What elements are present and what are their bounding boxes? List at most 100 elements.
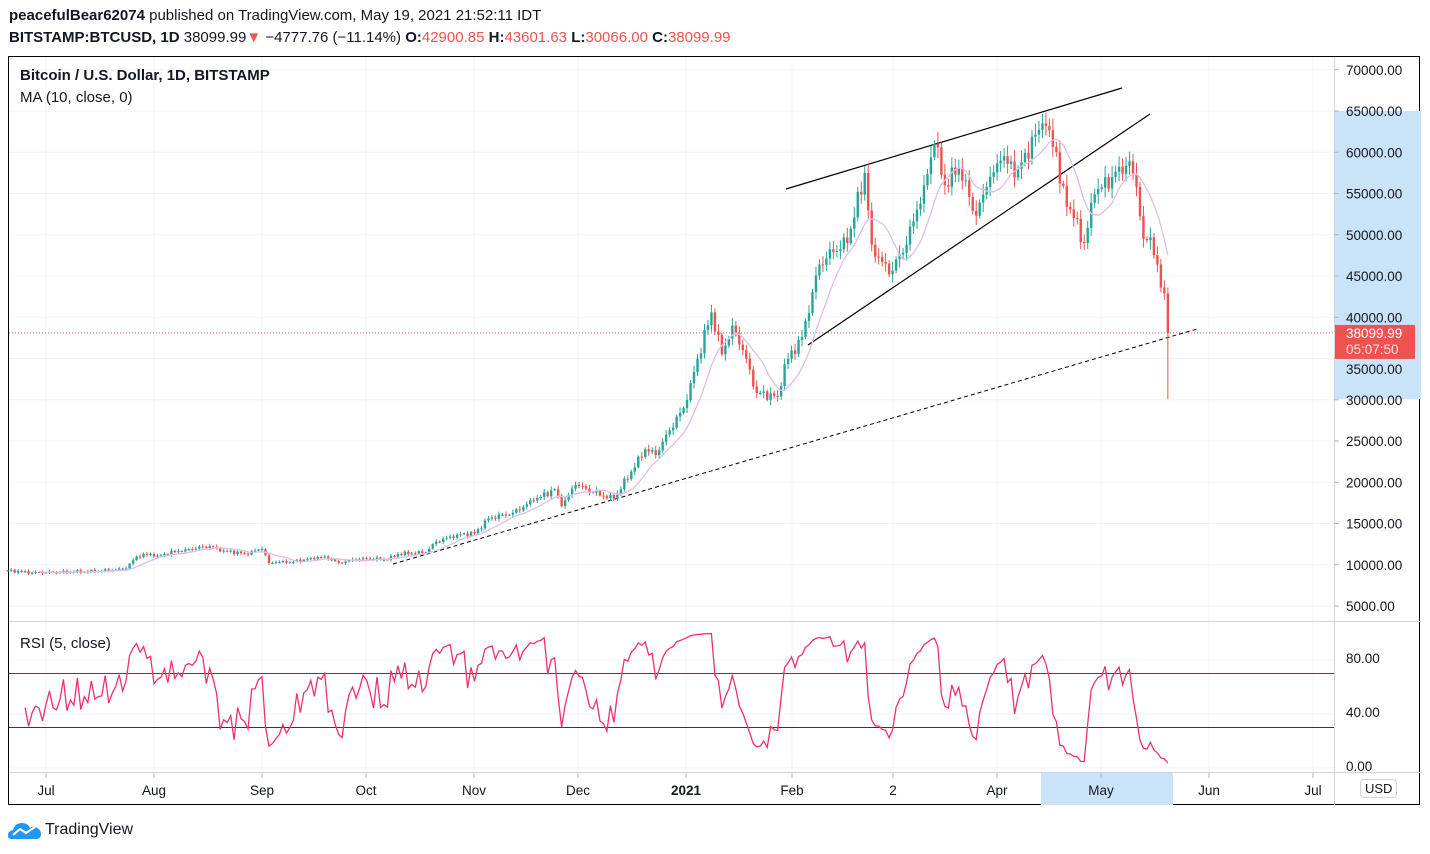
candle-body [873,244,877,257]
candle-body [1152,237,1156,256]
time-tick-label: 2 [889,783,897,798]
candle-body [981,194,985,203]
candle-body [682,408,685,413]
candle-body [1069,206,1072,210]
candle [577,481,581,489]
candle [13,568,16,574]
candle-body [908,226,912,245]
candle-body [786,358,790,365]
candle [23,569,27,573]
candle [853,207,856,238]
chart-frame [8,56,1420,805]
candle-body [898,254,901,260]
close-label: C: [652,29,668,46]
candle-body [846,237,849,243]
candle [236,549,239,556]
candle [755,380,758,399]
candle [759,390,762,396]
price-tick-label: 25000.00 [1346,434,1402,449]
candle-body [518,509,522,511]
rsi-legend[interactable]: RSI (5, close) [20,635,111,652]
price-tick-label: 50000.00 [1346,228,1402,243]
candle [880,251,884,267]
candle-body [1121,166,1124,174]
candle-body [529,500,532,505]
candle-body [651,450,654,452]
candle-body [1079,218,1082,243]
candle [1058,140,1062,194]
price-tick-label: 55000.00 [1346,187,1402,202]
candle-body [616,493,619,499]
candle-body [901,252,905,255]
tradingview-logo[interactable]: TradingView [8,820,133,840]
candle-body [933,144,936,158]
candle-body [1090,202,1093,228]
candle-body [567,495,570,501]
candle [981,183,985,212]
candle [790,345,793,363]
candle [1159,258,1163,293]
candle [131,558,135,566]
candle [626,475,630,483]
candle [692,365,696,389]
candle-body [1166,293,1170,333]
candle [894,256,898,274]
support-dashed-trendline[interactable] [392,328,1198,565]
candle-body [1110,177,1114,189]
candle [703,323,706,359]
candle [448,534,452,540]
candle [459,531,462,537]
candle [445,535,448,541]
publisher-name: peacefulBear62074 [9,7,145,24]
candle [309,556,312,561]
candle-body [299,559,302,562]
last-price-badge-value: 38099.99 [1346,326,1402,341]
candle-body [504,514,508,516]
candle-body [285,561,288,563]
candle [567,492,570,503]
candle-body [961,167,964,181]
candle-body [246,553,250,555]
candle-body [309,558,312,560]
candle-body [9,569,13,571]
candle [975,200,978,226]
price-tick-label: 60000.00 [1346,145,1402,160]
candle-body [1016,168,1020,178]
candle [783,358,786,391]
candle [1142,206,1145,248]
candle [710,304,713,332]
candle-body [257,549,260,551]
currency-button[interactable]: USD [1360,779,1398,798]
candle [1016,165,1020,181]
candle-body [887,263,891,275]
candle-body [138,556,142,558]
wedge-lower-trendline[interactable] [807,113,1151,346]
candle [1145,236,1149,243]
candle-body [191,549,194,551]
candle-body [870,210,873,245]
candle-body [382,559,386,561]
open-value: 42900.85 [421,29,485,46]
candle-body [358,559,361,561]
candle-body [435,541,438,545]
candle-body [393,555,396,557]
candle-body [1030,136,1034,159]
candle [912,213,915,234]
candle [504,511,508,518]
candle [623,476,626,492]
candle-body [205,546,208,548]
candle-body [93,569,96,572]
candle-body [428,548,431,553]
ma-legend[interactable]: MA (10, close, 0) [20,89,133,106]
candle [543,488,546,500]
candle-body [657,450,661,456]
rsi-tick-label: 80.00 [1346,651,1380,666]
candle-body [37,572,41,574]
candle-body [654,450,657,456]
candle-body [964,180,967,182]
candle [926,168,929,190]
wedge-upper-trendline[interactable] [785,87,1123,190]
candle-body [368,558,372,560]
chart-title: Bitcoin / U.S. Dollar, 1D, BITSTAMP [20,67,270,84]
